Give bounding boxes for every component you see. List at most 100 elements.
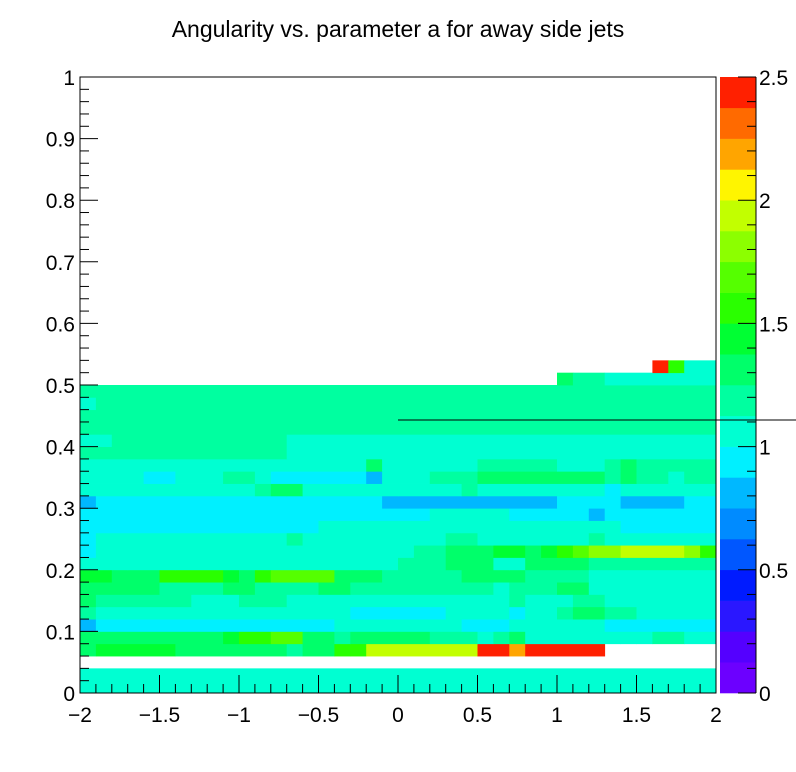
palette-band xyxy=(720,200,756,232)
y-tick-label: 0.3 xyxy=(46,498,75,521)
heatmap-cell xyxy=(175,458,240,472)
heatmap-cell xyxy=(572,606,606,620)
heatmap-cell xyxy=(334,495,383,509)
z-tick-label: 1.5 xyxy=(759,313,788,336)
heatmap-cell xyxy=(286,508,431,521)
z-tick-label: 2.5 xyxy=(759,67,788,90)
heatmap-cell xyxy=(636,532,669,546)
heatmap-cell xyxy=(318,582,351,595)
heatmap-cell xyxy=(80,409,717,423)
heatmap-cell xyxy=(318,520,383,534)
heatmap-cell xyxy=(509,508,590,521)
heatmap-cell xyxy=(541,471,606,484)
heatmap-cell xyxy=(223,582,256,595)
heatmap-cell xyxy=(334,619,462,632)
heatmap-cell xyxy=(95,594,192,608)
z-tick-label: 0 xyxy=(759,683,771,706)
heatmap-cell xyxy=(429,594,510,608)
heatmap-cell xyxy=(398,532,447,546)
y-tick-label: 1 xyxy=(63,67,75,90)
heatmap-cell xyxy=(95,434,113,447)
palette-band xyxy=(720,354,756,386)
palette-band xyxy=(720,477,756,509)
heatmap-cell xyxy=(525,471,542,484)
heatmap-cells xyxy=(80,360,717,694)
heatmap-cell xyxy=(588,532,606,546)
heatmap-cell xyxy=(588,557,717,571)
x-tick-label: 1.5 xyxy=(622,704,651,727)
heatmap-cell xyxy=(254,569,272,583)
heatmap-cell xyxy=(477,643,510,657)
heatmap-cell xyxy=(493,569,526,583)
heatmap-cell xyxy=(557,606,574,620)
heatmap-cell xyxy=(525,569,590,583)
heatmap-cell xyxy=(175,569,224,583)
heatmap-cell xyxy=(350,557,399,571)
heatmap-cell xyxy=(286,594,431,608)
heatmap-cell xyxy=(80,397,97,411)
heatmap-cell xyxy=(80,631,192,645)
y-tick-label: 0.9 xyxy=(46,129,75,152)
heatmap-cell xyxy=(239,631,272,645)
heatmap-cell xyxy=(111,446,288,460)
heatmap-cell xyxy=(382,471,399,484)
heatmap-cell xyxy=(620,458,637,472)
heatmap-cell xyxy=(80,545,97,558)
heatmap-cell xyxy=(286,532,303,546)
heatmap-cell xyxy=(223,569,240,583)
heatmap-cell xyxy=(80,434,97,447)
heatmap-cell xyxy=(80,446,113,460)
y-tick-label: 0.5 xyxy=(46,375,75,398)
palette-band xyxy=(720,323,756,355)
palette-band xyxy=(720,261,756,293)
heatmap-cell xyxy=(254,471,272,484)
heatmap-cell xyxy=(684,545,701,558)
heatmap-cell xyxy=(477,458,526,472)
x-tick-label: −1 xyxy=(227,704,251,727)
heatmap-cell xyxy=(588,545,621,558)
heatmap-cell xyxy=(557,483,574,497)
heatmap-cell xyxy=(620,631,637,645)
heatmap-cell xyxy=(604,372,717,386)
y-tick-label: 0.7 xyxy=(46,252,75,275)
heatmap-cell xyxy=(239,594,288,608)
heatmap-cell xyxy=(604,471,621,484)
heatmap-cell xyxy=(652,631,685,645)
heatmap-cell xyxy=(80,508,97,521)
heatmap-cell xyxy=(334,643,351,657)
heatmap-cell xyxy=(80,458,113,472)
heatmap-cell xyxy=(493,545,526,558)
heatmap-cell xyxy=(382,458,431,472)
heatmap-cell xyxy=(95,643,176,657)
heatmap-cell xyxy=(350,582,494,595)
heatmap-cell xyxy=(95,508,288,521)
heatmap-cell xyxy=(477,520,494,534)
heatmap-cell xyxy=(572,372,606,386)
heatmap-cell xyxy=(223,471,256,484)
heatmap-cell xyxy=(445,606,510,620)
heatmap-cell xyxy=(350,631,367,645)
heatmap-cell xyxy=(191,631,224,645)
x-tick-label: −0.5 xyxy=(298,704,339,727)
heatmap-cell xyxy=(429,458,478,472)
heatmap-cell xyxy=(620,483,717,497)
heatmap-cell xyxy=(111,569,160,583)
heatmap-cell xyxy=(382,569,462,583)
heatmap-cell xyxy=(95,619,335,632)
heatmap-cell xyxy=(366,471,383,484)
heatmap-cell xyxy=(254,582,319,595)
heatmap-cell xyxy=(159,569,176,583)
heatmap-cell xyxy=(382,545,415,558)
heatmap-cell xyxy=(334,545,351,558)
z-tick-label: 0.5 xyxy=(759,560,788,583)
heatmap-cell xyxy=(557,458,606,472)
heatmap-cell xyxy=(159,545,192,558)
heatmap-cell xyxy=(334,631,351,645)
x-tick-label: −1.5 xyxy=(139,704,180,727)
heatmap-cell xyxy=(191,545,256,558)
heatmap-cell xyxy=(95,483,224,497)
heatmap-cell xyxy=(95,582,160,595)
heatmap-cell xyxy=(366,458,383,472)
heatmap-cell xyxy=(509,594,526,608)
heatmap-cell xyxy=(254,483,272,497)
